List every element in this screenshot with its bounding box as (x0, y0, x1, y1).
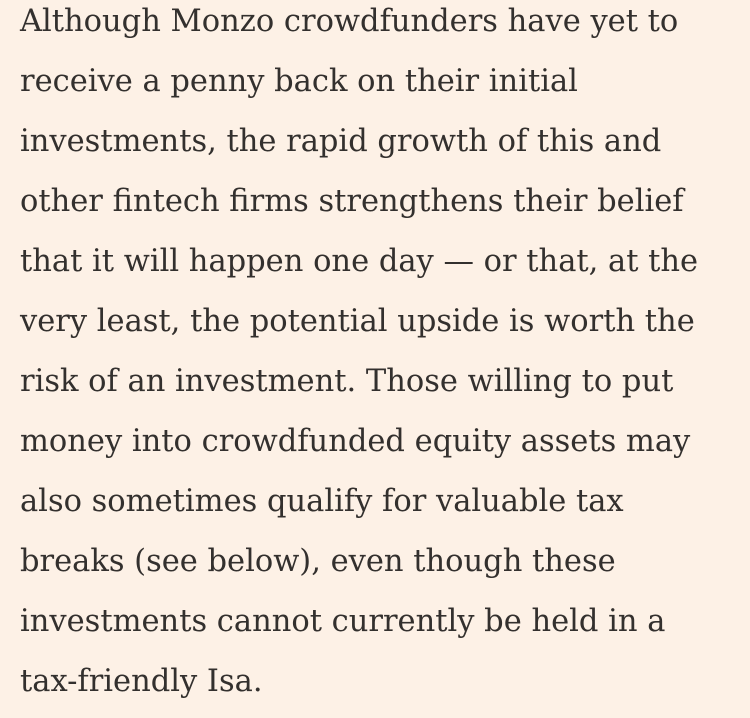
paragraph-line: investments cannot currently be held in … (20, 604, 666, 639)
paragraph-line: that it will happen one day — or that, a… (20, 244, 699, 279)
paragraph-line: very least, the potential upside is wort… (20, 304, 695, 339)
paragraph-line: tax-friendly Isa. (20, 664, 263, 699)
paragraph-line: breaks (see below), even though these (20, 544, 616, 579)
paragraph-line: risk of an investment. Those willing to … (20, 364, 674, 399)
paragraph-line: money into crowdfunded equity assets may (20, 424, 691, 459)
paragraph-line: investments, the rapid growth of this an… (20, 124, 662, 159)
paragraph-line: other fintech firms strengthens their be… (20, 184, 684, 219)
paragraph-line: Although Monzo crowdfunders have yet to (20, 4, 679, 39)
paragraph-line: also sometimes qualify for valuable tax (20, 484, 624, 519)
paragraph-line: receive a penny back on their initial (20, 64, 578, 99)
